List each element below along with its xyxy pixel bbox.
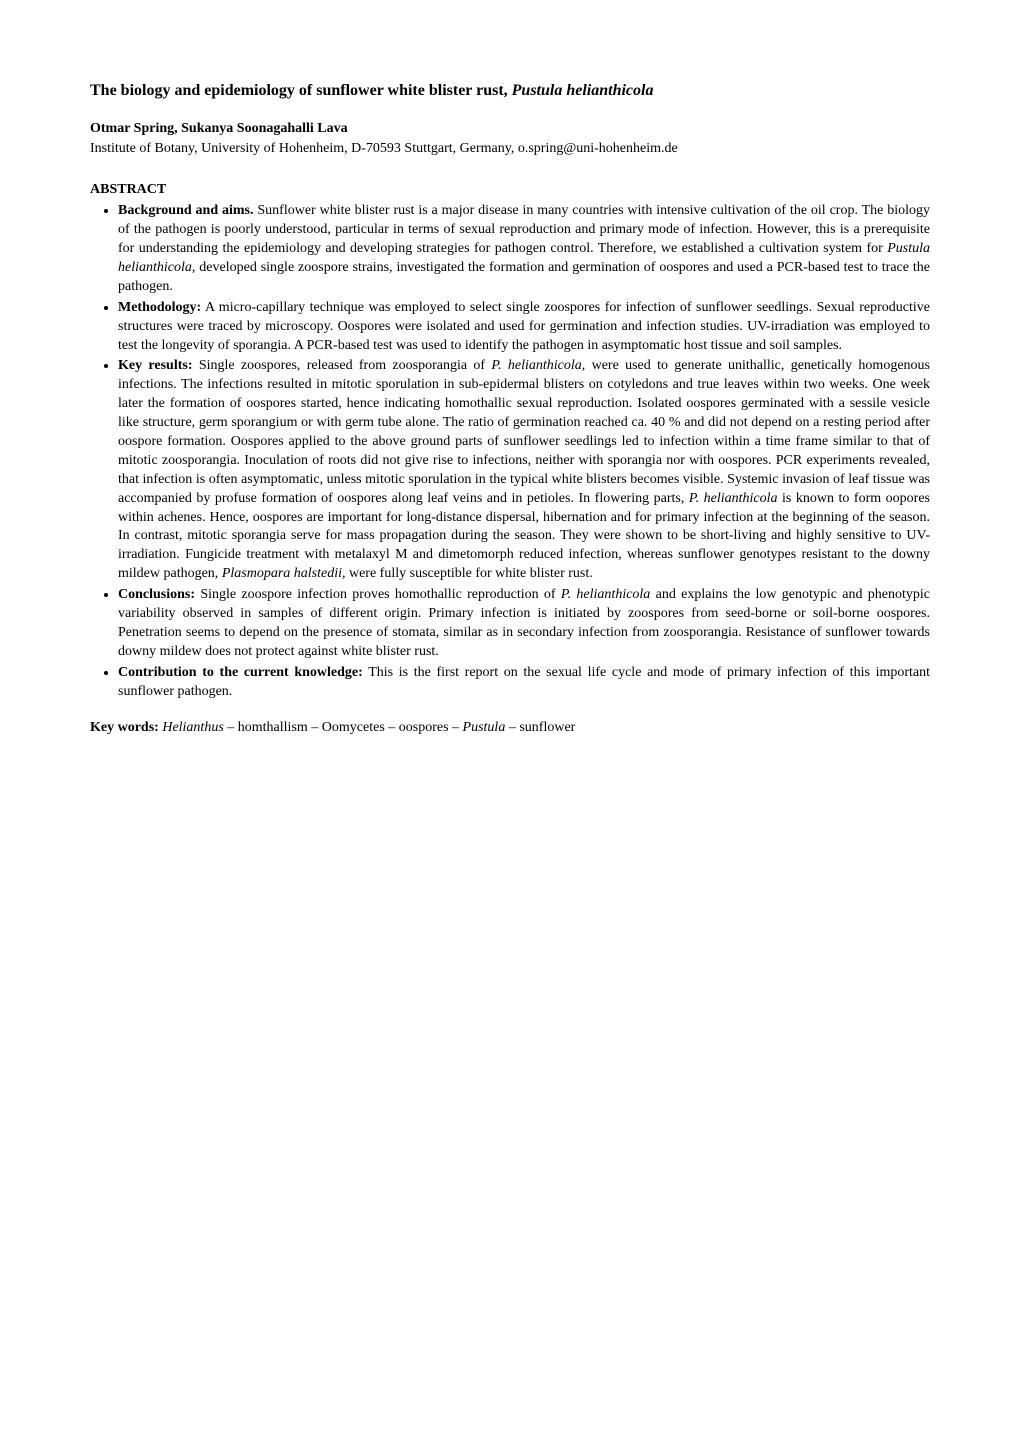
keywords: Key words: Helianthus – homthallism – Oo…	[90, 719, 930, 738]
authors: Otmar Spring, Sukanya Soonagahalli Lava	[90, 120, 930, 139]
bullet-label-background: Background and aims.	[118, 203, 254, 218]
page-title: The biology and epidemiology of sunflowe…	[90, 80, 930, 102]
bullet-keyresults: Key results: Single zoospores, released …	[118, 357, 930, 584]
keyword-sep-4: –	[449, 720, 463, 735]
bullet-species-keyresults-1: P. helianthicola	[491, 358, 581, 373]
bullet-label-keyresults: Key results:	[118, 358, 193, 373]
title-text: The biology and epidemiology of sunflowe…	[90, 82, 512, 99]
keyword-sep-5: –	[505, 720, 519, 735]
bullet-text-keyresults-mid1: , were used to generate unithallic, gene…	[118, 358, 930, 505]
abstract-list: Background and aims. Sunflower white bli…	[90, 202, 930, 701]
bullet-label-contribution: Contribution to the current knowledge:	[118, 665, 363, 680]
bullet-text-methodology: A micro-capillary technique was employed…	[118, 300, 930, 353]
bullet-text-conclusions-pre: Single zoospore infection proves homotha…	[195, 587, 561, 602]
bullet-text-background-post: , developed single zoospore strains, inv…	[118, 260, 930, 294]
abstract-heading: ABSTRACT	[90, 181, 930, 200]
affiliation: Institute of Botany, University of Hohen…	[90, 140, 930, 159]
keyword-1: Helianthus	[162, 720, 223, 735]
keyword-6: sunflower	[519, 720, 575, 735]
bullet-background: Background and aims. Sunflower white bli…	[118, 202, 930, 296]
keyword-5: Pustula	[463, 720, 506, 735]
bullet-conclusions: Conclusions: Single zoospore infection p…	[118, 586, 930, 662]
keyword-sep-1: –	[224, 720, 238, 735]
keywords-text: Helianthus – homthallism – Oomycetes – o…	[162, 720, 575, 735]
keyword-2: homthallism	[238, 720, 308, 735]
bullet-label-conclusions: Conclusions:	[118, 587, 195, 602]
keyword-sep-3: –	[385, 720, 399, 735]
bullet-methodology: Methodology: A micro-capillary technique…	[118, 299, 930, 356]
keyword-sep-2: –	[308, 720, 322, 735]
bullet-label-methodology: Methodology:	[118, 300, 201, 315]
bullet-species-keyresults-2: P. helianthicola	[689, 491, 778, 506]
keywords-label: Key words:	[90, 720, 159, 735]
title-species: Pustula helianthicola	[512, 82, 654, 99]
keyword-3: Oomycetes	[322, 720, 385, 735]
bullet-text-keyresults-post: , were fully susceptible for white blist…	[342, 566, 593, 581]
keyword-4: oospores	[399, 720, 449, 735]
bullet-species-keyresults-3: Plasmopara halstedii	[222, 566, 342, 581]
bullet-contribution: Contribution to the current knowledge: T…	[118, 664, 930, 702]
bullet-text-keyresults-pre: Single zoospores, released from zoospora…	[193, 358, 492, 373]
bullet-species-conclusions: P. helianthicola	[561, 587, 650, 602]
